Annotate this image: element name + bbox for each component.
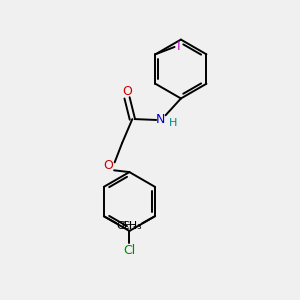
Text: I: I (177, 40, 180, 53)
Text: N: N (156, 112, 165, 126)
Text: Cl: Cl (123, 244, 136, 256)
Text: H: H (169, 118, 177, 128)
Text: CH₃: CH₃ (122, 221, 142, 231)
Text: O: O (103, 159, 113, 172)
Text: O: O (122, 85, 132, 98)
Text: CH₃: CH₃ (116, 221, 137, 231)
